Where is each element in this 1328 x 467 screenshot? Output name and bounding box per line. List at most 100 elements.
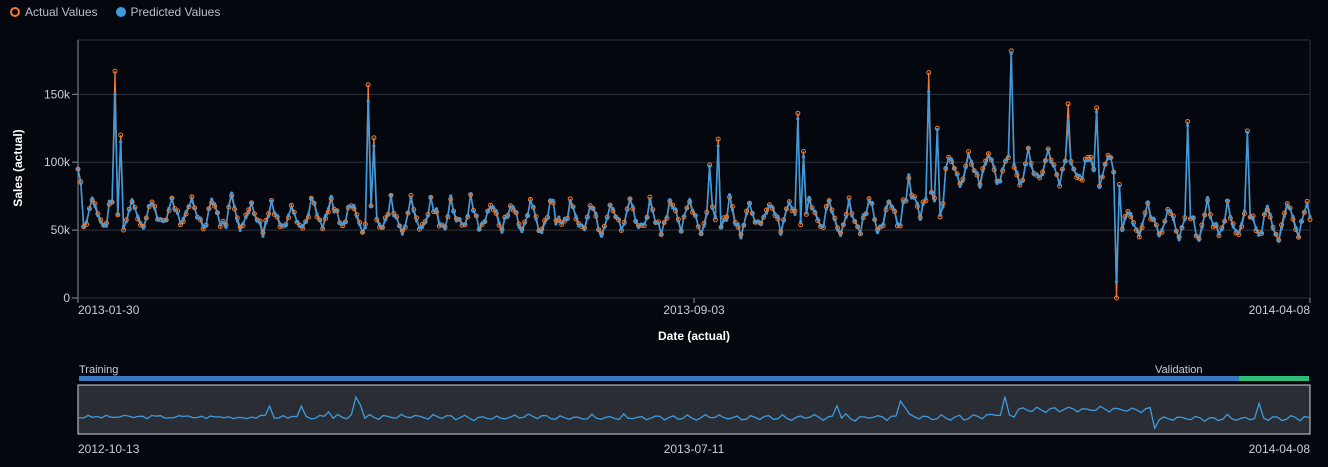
predicted-point[interactable] (338, 221, 342, 226)
predicted-point[interactable] (1157, 234, 1161, 238)
predicted-point[interactable] (158, 217, 163, 221)
predicted-point[interactable] (577, 224, 581, 228)
predicted-point[interactable] (921, 202, 925, 207)
predicted-point[interactable] (1015, 170, 1019, 174)
predicted-point[interactable] (1131, 223, 1136, 227)
predicted-point[interactable] (420, 226, 424, 230)
predicted-point[interactable] (1029, 164, 1033, 168)
predicted-point[interactable] (856, 225, 860, 229)
predicted-point[interactable] (480, 221, 484, 225)
predicted-point[interactable] (341, 222, 345, 226)
predicted-point[interactable] (1151, 216, 1156, 220)
predicted-point[interactable] (676, 219, 680, 223)
predicted-point[interactable] (1035, 172, 1039, 176)
predicted-point[interactable] (1001, 167, 1005, 171)
predicted-point[interactable] (164, 218, 168, 222)
predicted-point[interactable] (1220, 228, 1224, 232)
actual-point[interactable] (115, 212, 121, 218)
predicted-point[interactable] (386, 213, 390, 217)
predicted-point[interactable] (210, 197, 214, 201)
predicted-point[interactable] (710, 206, 715, 211)
actual-point[interactable] (749, 210, 755, 216)
predicted-point[interactable] (187, 204, 191, 208)
predicted-point[interactable] (1149, 214, 1153, 219)
predicted-point[interactable] (284, 224, 288, 228)
actual-point[interactable] (342, 219, 348, 225)
predicted-point[interactable] (910, 196, 914, 200)
predicted-point[interactable] (113, 92, 117, 96)
predicted-point[interactable] (127, 208, 131, 212)
predicted-point[interactable] (653, 221, 658, 225)
predicted-point[interactable] (366, 99, 370, 103)
predicted-point[interactable] (167, 206, 171, 210)
predicted-point[interactable] (1043, 158, 1047, 163)
predicted-point[interactable] (508, 205, 513, 209)
predicted-point[interactable] (1086, 158, 1090, 163)
predicted-point[interactable] (1083, 159, 1087, 163)
predicted-point[interactable] (853, 219, 857, 223)
predicted-point[interactable] (451, 210, 456, 214)
predicted-point[interactable] (878, 224, 882, 228)
actual-point[interactable] (1185, 118, 1191, 124)
predicted-point[interactable] (787, 201, 791, 205)
predicted-point[interactable] (611, 206, 615, 211)
predicted-point[interactable] (793, 212, 797, 217)
predicted-point[interactable] (887, 199, 891, 203)
predicted-point[interactable] (557, 215, 561, 219)
predicted-point[interactable] (1012, 162, 1016, 166)
predicted-point[interactable] (528, 199, 532, 203)
predicted-point[interactable] (1205, 195, 1210, 200)
predicted-point[interactable] (873, 218, 877, 222)
actual-point[interactable] (405, 210, 411, 216)
predicted-point[interactable] (133, 206, 137, 211)
predicted-point[interactable] (554, 222, 558, 226)
predicted-point[interactable] (215, 211, 220, 215)
actual-point[interactable] (308, 195, 314, 201)
predicted-point[interactable] (651, 209, 655, 213)
predicted-point[interactable] (531, 204, 535, 208)
predicted-point[interactable] (745, 212, 749, 216)
predicted-point[interactable] (281, 223, 285, 227)
actual-point[interactable] (633, 218, 639, 224)
predicted-point[interactable] (1026, 146, 1030, 150)
actual-point[interactable] (872, 217, 878, 223)
predicted-point[interactable] (935, 128, 939, 132)
actual-point[interactable] (869, 200, 875, 206)
predicted-point[interactable] (534, 217, 538, 221)
predicted-point[interactable] (335, 208, 339, 212)
predicted-point[interactable] (84, 220, 89, 224)
predicted-point[interactable] (190, 198, 194, 202)
predicted-point[interactable] (517, 225, 521, 229)
predicted-point[interactable] (719, 226, 723, 230)
predicted-point[interactable] (1129, 211, 1133, 216)
predicted-point[interactable] (446, 213, 450, 218)
predicted-point[interactable] (1060, 168, 1065, 172)
actual-point[interactable] (428, 194, 434, 200)
predicted-point[interactable] (1197, 238, 1201, 242)
predicted-point[interactable] (1100, 174, 1104, 178)
predicted-point[interactable] (847, 198, 851, 202)
predicted-point[interactable] (1262, 212, 1267, 216)
predicted-point[interactable] (1297, 234, 1301, 239)
predicted-point[interactable] (76, 167, 80, 171)
predicted-point[interactable] (571, 206, 575, 210)
predicted-point[interactable] (372, 144, 376, 148)
predicted-point[interactable] (443, 227, 447, 231)
predicted-point[interactable] (503, 216, 507, 220)
predicted-point[interactable] (1308, 214, 1312, 219)
predicted-point[interactable] (1117, 184, 1121, 188)
predicted-point[interactable] (138, 220, 143, 225)
predicted-point[interactable] (969, 159, 974, 163)
predicted-point[interactable] (323, 214, 328, 218)
predicted-point[interactable] (198, 216, 202, 220)
predicted-point[interactable] (645, 216, 649, 220)
predicted-point[interactable] (500, 230, 504, 234)
actual-point[interactable] (698, 231, 704, 237)
predicted-point[interactable] (258, 221, 262, 226)
predicted-point[interactable] (156, 218, 160, 222)
predicted-point[interactable] (1299, 220, 1304, 224)
predicted-point[interactable] (799, 219, 803, 224)
actual-point[interactable] (1111, 169, 1117, 175)
predicted-point[interactable] (665, 214, 669, 219)
predicted-point[interactable] (235, 219, 239, 223)
